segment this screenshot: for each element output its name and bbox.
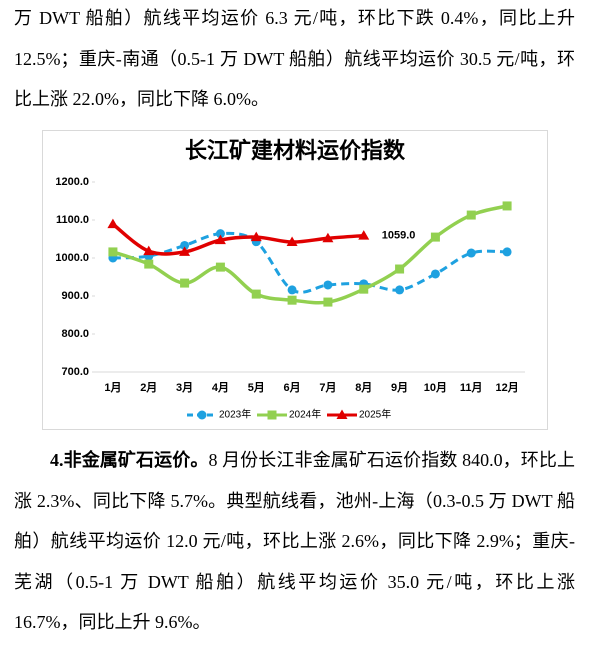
marker: [215, 262, 225, 272]
marker: [215, 229, 225, 239]
marker: [466, 210, 476, 220]
marker: [287, 285, 297, 295]
x-tick-label: 12月: [495, 381, 518, 394]
x-tick-label: 1月: [104, 381, 121, 394]
chart: 长江矿建材料运价指数 700.0 800.0 900.0 1000.0 1100.0 12…: [42, 130, 548, 430]
marker: [358, 230, 370, 240]
legend-label: 2025年: [359, 408, 391, 421]
marker: [214, 234, 226, 245]
marker: [251, 289, 261, 299]
marker: [395, 264, 405, 274]
marker: [323, 297, 333, 307]
chart-frame: [42, 130, 548, 430]
x-tick-label: 7月: [319, 381, 336, 394]
legend-marker: [267, 410, 277, 420]
marker: [250, 231, 262, 242]
marker: [180, 278, 190, 288]
marker: [359, 284, 369, 294]
x-tick-label: 8月: [355, 381, 372, 394]
marker: [430, 269, 440, 279]
x-tick-label: 11月: [460, 381, 483, 394]
y-tick-label: 700.0: [61, 366, 89, 378]
marker: [430, 232, 440, 242]
marker: [323, 280, 333, 290]
paragraph: 万 DWT 船舶）航线平均运价 6.3 元/吨，环比下跌 0.4%，同比上升 1…: [14, 8, 575, 109]
marker: [502, 201, 512, 211]
x-tick-label: 5月: [248, 381, 265, 394]
legend-marker: [197, 410, 207, 420]
x-tick-label: 2月: [140, 381, 157, 394]
legend-label: 2024年: [289, 408, 321, 421]
marker: [107, 218, 119, 229]
marker: [322, 232, 334, 243]
marker: [179, 246, 191, 256]
marker: [143, 245, 155, 256]
x-tick-label: 6月: [284, 381, 301, 394]
y-tick-label: 1100.0: [56, 214, 89, 226]
data-label: 1059.0: [382, 229, 416, 241]
y-tick-label: 1200.0: [55, 176, 89, 188]
marker: [144, 259, 154, 269]
marker: [108, 247, 118, 257]
legend-marker: [336, 409, 348, 419]
marker: [180, 240, 190, 250]
x-tick-label: 3月: [176, 381, 193, 394]
heading: 4.非金属矿石运价。: [50, 450, 209, 470]
y-tick-label: 1000.0: [55, 252, 89, 264]
x-tick-label: 9月: [391, 381, 408, 394]
paragraph: 4.非金属矿石运价。8 月份长江非金属矿石运价指数 840.0，环比上涨 2.3…: [14, 440, 575, 643]
marker: [286, 236, 298, 247]
marker: [287, 295, 297, 305]
y-tick-label: 900.0: [61, 290, 89, 302]
marker: [466, 248, 476, 258]
y-tick-label: 800.0: [61, 328, 89, 340]
x-tick-label: 4月: [212, 381, 229, 394]
chart-title: 长江矿建材料运价指数: [185, 138, 406, 163]
marker: [395, 285, 405, 295]
x-tick-label: 10月: [424, 381, 447, 394]
legend-label: 2023年: [219, 408, 251, 421]
paragraph-text: 8 月份长江非金属矿石运价指数 840.0，环比上涨 2.3%、同比下降 5.7…: [14, 450, 576, 632]
marker: [502, 247, 512, 257]
